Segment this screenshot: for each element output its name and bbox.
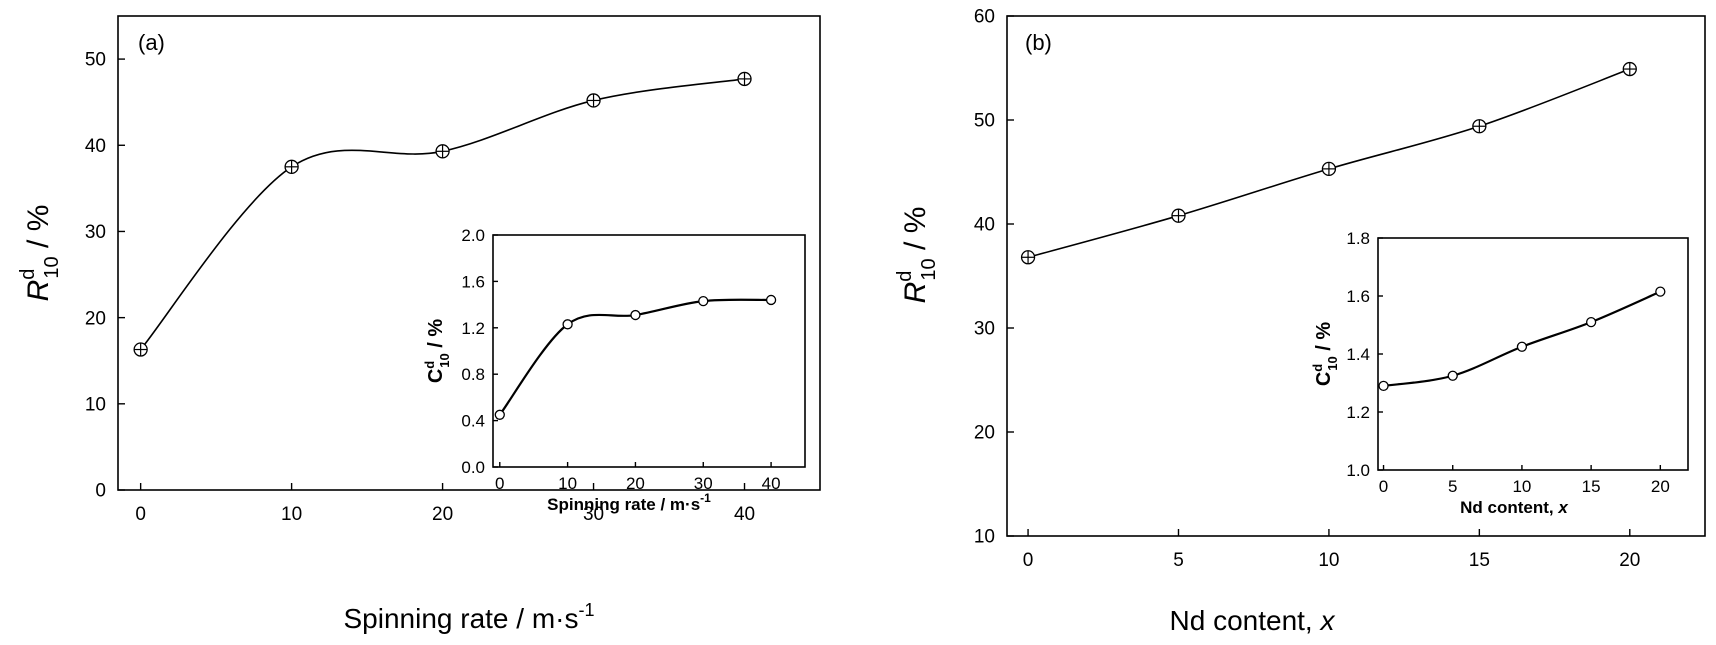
b-point-0 bbox=[1020, 250, 1036, 265]
ai-point-0 bbox=[494, 409, 505, 420]
a-point-4 bbox=[737, 71, 752, 87]
b-point-1 bbox=[1171, 208, 1186, 223]
a-y-tick-label-2: 20 bbox=[85, 308, 106, 329]
b-point-3 bbox=[1472, 119, 1487, 134]
b-y-tick-label-5: 60 bbox=[974, 7, 995, 28]
b-point-4 bbox=[1622, 61, 1637, 77]
panel-b-frame bbox=[1006, 15, 1706, 537]
panel-a-inset: 0 10 20 30 40 0.0 0.4 0.8 1.2 1.6 2.0 Spinning rat… bbox=[422, 226, 806, 514]
b-x-tick-label-2: 10 bbox=[1318, 550, 1339, 571]
ai-x-tick-label-2: 20 bbox=[626, 474, 645, 493]
bi-y-tick-label-0: 1.0 bbox=[1346, 461, 1370, 480]
bi-x-tick-label-4: 20 bbox=[1651, 477, 1670, 496]
bi-y-tick-label-3: 1.6 bbox=[1346, 287, 1370, 306]
panel-a-inset-ticks: 0 10 20 30 40 0.0 0.4 0.8 1.2 1.6 2.0 bbox=[461, 226, 780, 493]
b-point-2 bbox=[1321, 161, 1337, 177]
bi-x-tick-label-0: 0 bbox=[1379, 477, 1388, 496]
panel-a-points bbox=[133, 71, 752, 357]
panel-a-inset-frame bbox=[492, 234, 806, 468]
ai-point-4 bbox=[765, 294, 777, 306]
ai-y-tick-label-4: 1.6 bbox=[461, 272, 485, 291]
ai-y-tick-label-2: 0.8 bbox=[461, 365, 485, 384]
panel-a-x-axis-label: Spinning rate / m·s-1 bbox=[343, 600, 594, 634]
bi-point-0 bbox=[1378, 380, 1389, 392]
bi-y-tick-label-2: 1.4 bbox=[1346, 345, 1370, 364]
bi-y-tick-label-1: 1.2 bbox=[1346, 403, 1370, 422]
b-y-tick-label-1: 20 bbox=[974, 423, 995, 444]
panel-b-inset-x-axis-label: Nd content, x bbox=[1460, 498, 1569, 517]
b-x-tick-label-1: 5 bbox=[1173, 550, 1184, 571]
ai-x-tick-label-0: 0 bbox=[495, 474, 504, 493]
a-x-tick-label-3: 30 bbox=[583, 504, 604, 525]
panel-b-inset-y-axis-label: Cd10 / % bbox=[1310, 322, 1340, 387]
ai-point-3 bbox=[698, 295, 709, 307]
panel-b-inset: 0 5 10 15 20 1.0 1.2 1.4 1.6 1.8 Nd content, x Cd… bbox=[1310, 229, 1689, 517]
ai-point-1 bbox=[562, 319, 573, 330]
ai-x-tick-label-4: 40 bbox=[762, 474, 781, 493]
b-x-tick-label-0: 0 bbox=[1023, 550, 1034, 571]
b-y-tick-label-4: 50 bbox=[974, 111, 995, 132]
panel-a-ticks: 0 10 20 30 40 0 10 20 30 40 50 bbox=[85, 50, 755, 525]
panel-a-label: (a) bbox=[138, 30, 165, 55]
bi-x-tick-label-1: 5 bbox=[1448, 477, 1457, 496]
b-x-tick-label-3: 15 bbox=[1469, 550, 1490, 571]
bi-x-tick-label-2: 10 bbox=[1512, 477, 1531, 496]
panel-a-y-axis-label: Rd 10 / % bbox=[17, 205, 63, 302]
ai-x-tick-label-1: 10 bbox=[558, 474, 577, 493]
bi-x-tick-label-3: 15 bbox=[1582, 477, 1601, 496]
bi-point-4 bbox=[1655, 286, 1666, 297]
panel-b-inset-points bbox=[1378, 286, 1666, 392]
panel-a-inset-points bbox=[494, 294, 777, 420]
panel-a: (a) 0 10 20 30 40 0 10 20 30 40 50 Spinning rate /… bbox=[17, 15, 821, 634]
bi-y-tick-label-4: 1.8 bbox=[1346, 229, 1370, 248]
a-x-tick-label-0: 0 bbox=[135, 504, 146, 525]
panel-a-frame bbox=[117, 15, 821, 491]
a-point-2 bbox=[435, 144, 450, 159]
ai-y-tick-label-3: 1.2 bbox=[461, 319, 485, 338]
a-point-3 bbox=[586, 93, 601, 108]
a-x-tick-label-2: 20 bbox=[432, 504, 453, 525]
a-x-tick-label-1: 10 bbox=[281, 504, 302, 525]
a-y-tick-label-5: 50 bbox=[85, 50, 106, 71]
ai-y-tick-label-0: 0.0 bbox=[461, 458, 485, 477]
a-y-tick-label-1: 10 bbox=[85, 394, 106, 415]
b-y-tick-label-0: 10 bbox=[974, 527, 995, 548]
ai-y-tick-label-5: 2.0 bbox=[461, 226, 485, 245]
a-y-tick-label-3: 30 bbox=[85, 222, 106, 243]
b-y-tick-label-2: 30 bbox=[974, 319, 995, 340]
bi-point-2 bbox=[1516, 341, 1528, 352]
a-point-0 bbox=[133, 342, 148, 357]
a-y-tick-label-4: 40 bbox=[85, 136, 106, 157]
panel-b-inset-ticks: 0 5 10 15 20 1.0 1.2 1.4 1.6 1.8 bbox=[1346, 229, 1669, 496]
panel-a-line bbox=[140, 78, 745, 351]
a-x-tick-label-4: 40 bbox=[734, 504, 755, 525]
bi-point-3 bbox=[1585, 316, 1597, 328]
ai-point-2 bbox=[630, 309, 641, 321]
a-y-tick-label-0: 0 bbox=[95, 481, 106, 502]
b-x-tick-label-4: 20 bbox=[1619, 550, 1640, 571]
panel-a-inset-y-axis-label: Cd10 / % bbox=[422, 319, 452, 384]
panel-b-y-axis-label: Rd 10 / % bbox=[894, 207, 940, 304]
panel-b-inset-frame bbox=[1377, 237, 1689, 471]
panel-b-label: (b) bbox=[1025, 30, 1052, 55]
a-point-1 bbox=[284, 159, 299, 174]
ai-y-tick-label-1: 0.4 bbox=[461, 412, 485, 431]
bi-point-1 bbox=[1447, 370, 1458, 381]
panel-b-points bbox=[1020, 61, 1637, 265]
panel-b-x-axis-label: Nd content, x bbox=[1170, 605, 1336, 636]
ai-x-tick-label-3: 30 bbox=[694, 474, 713, 493]
b-y-tick-label-3: 40 bbox=[974, 215, 995, 236]
panel-a-inset-x-axis-label: Spinning rate / m·s-1 bbox=[547, 491, 711, 514]
